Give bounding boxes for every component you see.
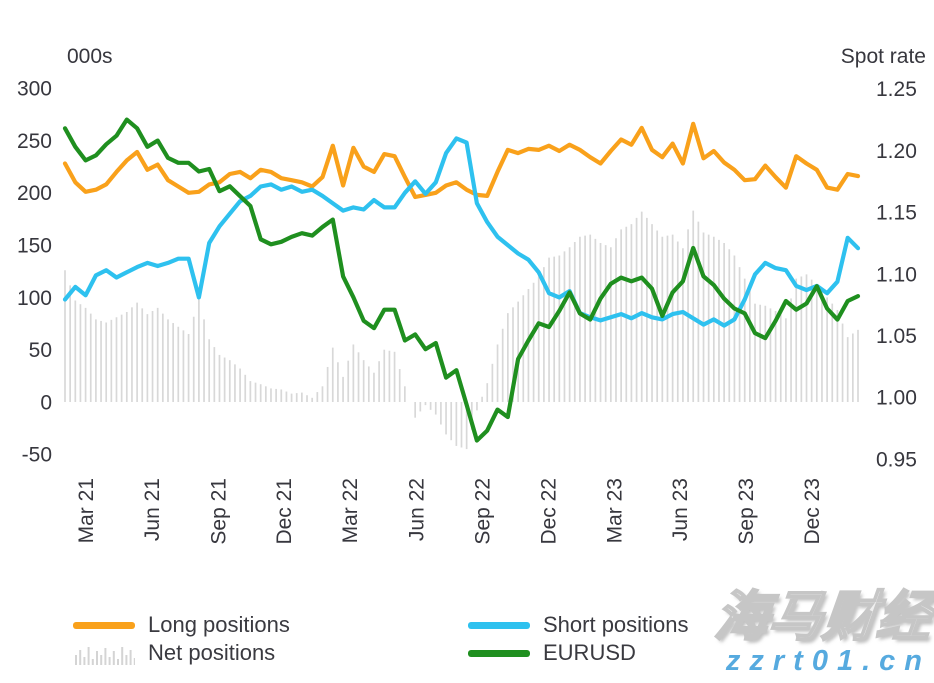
right-axis-tick: 1.00 <box>876 387 917 410</box>
right-axis-tick: 1.20 <box>876 140 917 163</box>
left-axis-tick: 50 <box>29 339 52 362</box>
x-axis-tick: Sep 21 <box>207 478 230 545</box>
legend-label: Long positions <box>148 612 290 637</box>
right-axis-tick: 1.15 <box>876 202 917 225</box>
left-axis-tick: 150 <box>17 234 52 257</box>
legend-item-eurusd: EURUSD <box>468 640 689 666</box>
left-axis-tick-labels: 300 250 200 150 100 50 0 -50 <box>17 78 52 467</box>
x-axis-tick: Jun 23 <box>669 478 692 541</box>
series-lines <box>62 117 861 443</box>
x-axis-tick: Jun 21 <box>141 478 164 541</box>
eurusd-line <box>62 117 861 443</box>
left-axis-title: 000s <box>67 45 113 68</box>
x-axis-tick: Mar 21 <box>75 478 98 543</box>
legend-label: EURUSD <box>543 640 636 665</box>
left-axis-tick: 200 <box>17 182 52 205</box>
short-positions-line <box>62 136 861 328</box>
net-positions-bars-swatch-icon <box>75 647 135 665</box>
x-axis-tick: Sep 22 <box>471 478 494 545</box>
x-axis-tick-labels: Mar 21 Jun 21 Sep 21 Dec 21 Mar 22 Jun 22 Sep … <box>75 478 824 545</box>
long-positions-line <box>62 121 861 200</box>
x-axis-tick: Dec 21 <box>273 478 296 545</box>
right-axis-tick-labels: 1.25 1.20 1.15 1.10 1.05 1.00 0.95 <box>876 78 917 471</box>
legend-item-long-positions: Long positions <box>73 612 468 638</box>
x-axis-tick: Mar 23 <box>603 478 626 543</box>
x-axis-tick: Dec 23 <box>801 478 824 545</box>
net-positions-bars <box>64 210 859 450</box>
right-axis-tick: 1.10 <box>876 263 917 286</box>
x-axis-tick: Mar 22 <box>339 478 362 543</box>
left-axis-tick: 300 <box>17 78 52 101</box>
right-axis-tick: 1.05 <box>876 325 917 348</box>
long-positions-line-swatch-icon <box>73 621 135 629</box>
x-axis-tick: Dec 22 <box>537 478 560 545</box>
left-axis-tick: -50 <box>22 444 52 467</box>
chart-legend: Long positions Short positions Net posit… <box>73 611 689 667</box>
legend-item-short-positions: Short positions <box>468 612 689 638</box>
eurusd-line-swatch-icon <box>468 649 530 657</box>
left-axis-tick: 0 <box>40 391 52 414</box>
legend-label: Net positions <box>148 640 276 665</box>
legend-label: Short positions <box>543 612 689 637</box>
right-axis-tick: 1.25 <box>876 78 917 101</box>
right-axis-tick: 0.95 <box>876 448 917 471</box>
short-positions-line-swatch-icon <box>468 621 530 629</box>
positioning-chart: 000s Spot rate 300 250 200 150 100 50 0 -50 1.2… <box>17 45 926 545</box>
watermark-url-text: zzrt01.cn <box>725 645 931 677</box>
left-axis-tick: 100 <box>17 287 52 310</box>
right-axis-title: Spot rate <box>841 45 926 68</box>
left-axis-tick: 250 <box>17 130 52 153</box>
x-axis-tick: Sep 23 <box>735 478 758 545</box>
legend-item-net-positions: Net positions <box>73 640 468 666</box>
x-axis-tick: Jun 22 <box>406 478 429 541</box>
